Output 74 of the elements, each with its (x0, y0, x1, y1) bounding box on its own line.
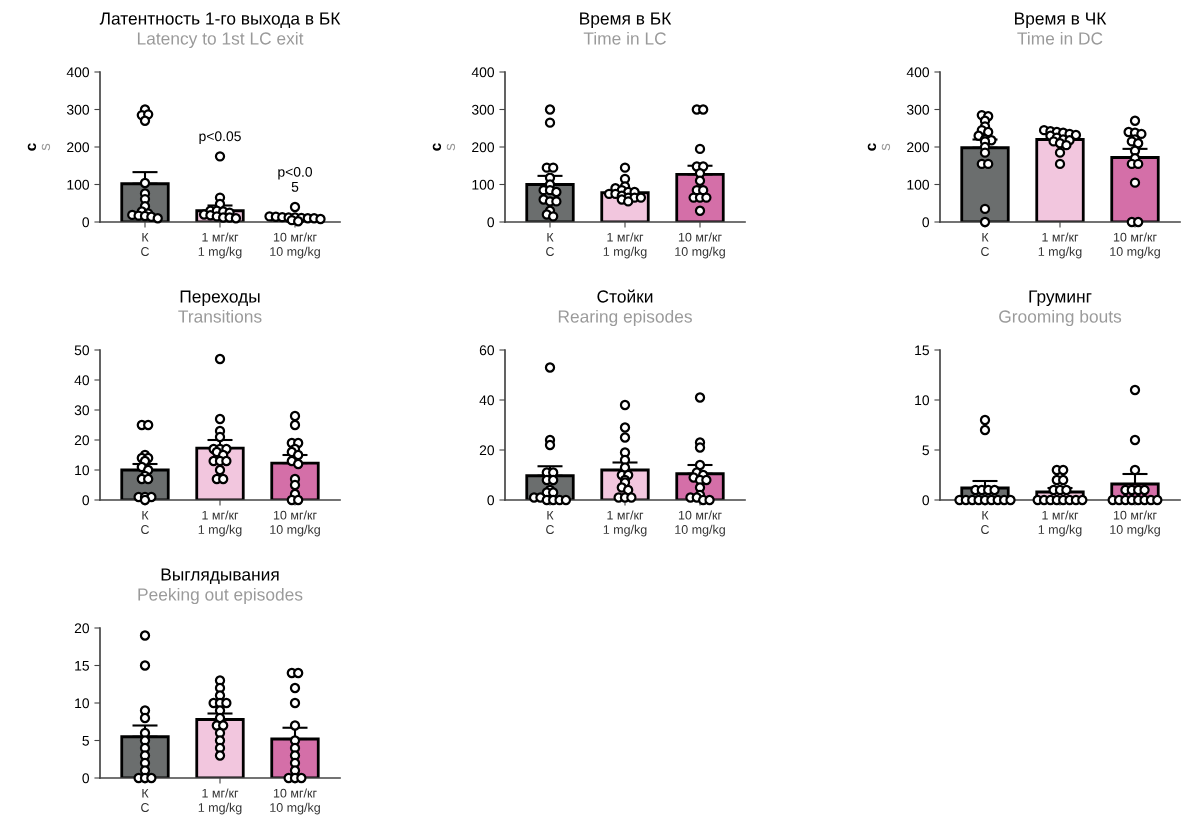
x-tick-label: 1 мг/кг 1 mg/kg (1038, 510, 1082, 537)
chart-title: Груминг (1029, 290, 1092, 307)
chart-subtitle: Peeking out episodes (138, 587, 303, 605)
y-tick-label: 40 (479, 395, 495, 406)
y-tick-label: 10 (915, 395, 930, 406)
x-tick-label: 10 мг/кг 10 mg/kg (1110, 510, 1160, 537)
y-tick-label: 60 (479, 345, 495, 356)
annotation: p<0.0 5 (278, 166, 313, 192)
x-tick-label: 10 мг/кг 10 mg/kg (270, 510, 320, 537)
x-tick-label: К C (981, 232, 990, 256)
x-tick-label: 10 мг/кг 10 mg/kg (270, 232, 320, 259)
y-tick-label: 0 (82, 217, 90, 228)
x-tick-label: К C (981, 510, 990, 534)
y-tick-label: 10 (75, 698, 90, 709)
y-tick-label: 0 (487, 495, 495, 506)
y-tick-label: 0 (82, 773, 90, 784)
y-tick-label: 300 (471, 104, 495, 115)
y-tick-label: 0 (82, 495, 90, 506)
y-tick-label: 400 (906, 67, 930, 78)
y-tick-label: 0 (487, 217, 495, 228)
y-tick-label: 15 (915, 345, 929, 356)
y-tick-label: 200 (472, 142, 495, 153)
chart-subtitle: Transitions (178, 309, 262, 323)
y-tick-label: 100 (67, 179, 90, 190)
x-tick-label: 1 мг/кг 1 mg/kg (198, 232, 242, 259)
chart-title: Латентность 1-го выхода в БК (99, 12, 341, 28)
y-tick-label: 300 (906, 104, 930, 115)
chart-title: Переходы (180, 290, 260, 307)
y-tick-label: 40 (74, 375, 90, 386)
chart-subtitle: Latency to 1st LC exit (137, 31, 304, 49)
y-axis-title: с s (867, 143, 891, 151)
y-tick-label: 20 (479, 445, 495, 456)
y-tick-label: 300 (66, 104, 90, 115)
y-axis-title: с s (432, 143, 456, 151)
y-tick-label: 10 (75, 465, 90, 476)
y-tick-label: 5 (82, 735, 89, 746)
y-tick-label: 200 (67, 142, 90, 153)
chart-title: Время в ЧК (1015, 12, 1107, 29)
x-tick-label: 10 мг/кг 10 mg/kg (1110, 232, 1160, 259)
y-tick-label: 100 (472, 179, 495, 190)
x-tick-label: К C (141, 788, 150, 812)
y-tick-label: 0 (922, 217, 930, 228)
x-tick-label: 10 мг/кг 10 mg/kg (270, 788, 320, 815)
y-tick-label: 0 (922, 495, 930, 506)
x-tick-label: К C (141, 510, 150, 534)
y-tick-label: 5 (922, 445, 929, 456)
chart-subtitle: Time in DC (1017, 31, 1103, 45)
y-tick-label: 50 (74, 345, 90, 356)
chart-subtitle: Rearing episodes (558, 309, 692, 327)
y-tick-label: 30 (74, 405, 90, 416)
x-tick-label: 1 мг/кг 1 mg/kg (1038, 232, 1082, 259)
y-tick-label: 20 (74, 623, 90, 634)
y-tick-label: 400 (471, 67, 495, 78)
y-tick-label: 100 (907, 179, 930, 190)
x-tick-label: 1 мг/кг 1 mg/kg (198, 510, 242, 537)
x-tick-label: 10 мг/кг 10 mg/kg (675, 232, 725, 259)
x-tick-label: 10 мг/кг 10 mg/kg (675, 510, 725, 537)
x-tick-label: К C (141, 232, 150, 256)
chart-title: Стойки (597, 289, 653, 303)
annotation: p<0.05 (199, 131, 241, 144)
chart-title: Выглядывания (161, 568, 279, 584)
y-tick-label: 200 (907, 142, 930, 153)
x-tick-label: К C (546, 510, 555, 534)
y-tick-label: 400 (66, 67, 90, 78)
chart-title: Время в БК (580, 12, 672, 29)
y-tick-label: 15 (75, 660, 89, 671)
x-tick-label: К C (546, 232, 555, 256)
x-tick-label: 1 мг/кг 1 mg/kg (198, 788, 242, 815)
x-tick-label: 1 мг/кг 1 mg/kg (603, 232, 647, 259)
chart-subtitle: Time in LC (583, 31, 666, 45)
chart-subtitle: Grooming bouts (999, 309, 1122, 327)
y-axis-title: с s (27, 143, 51, 151)
x-tick-label: 1 мг/кг 1 mg/kg (603, 510, 647, 537)
y-tick-label: 20 (74, 435, 90, 446)
